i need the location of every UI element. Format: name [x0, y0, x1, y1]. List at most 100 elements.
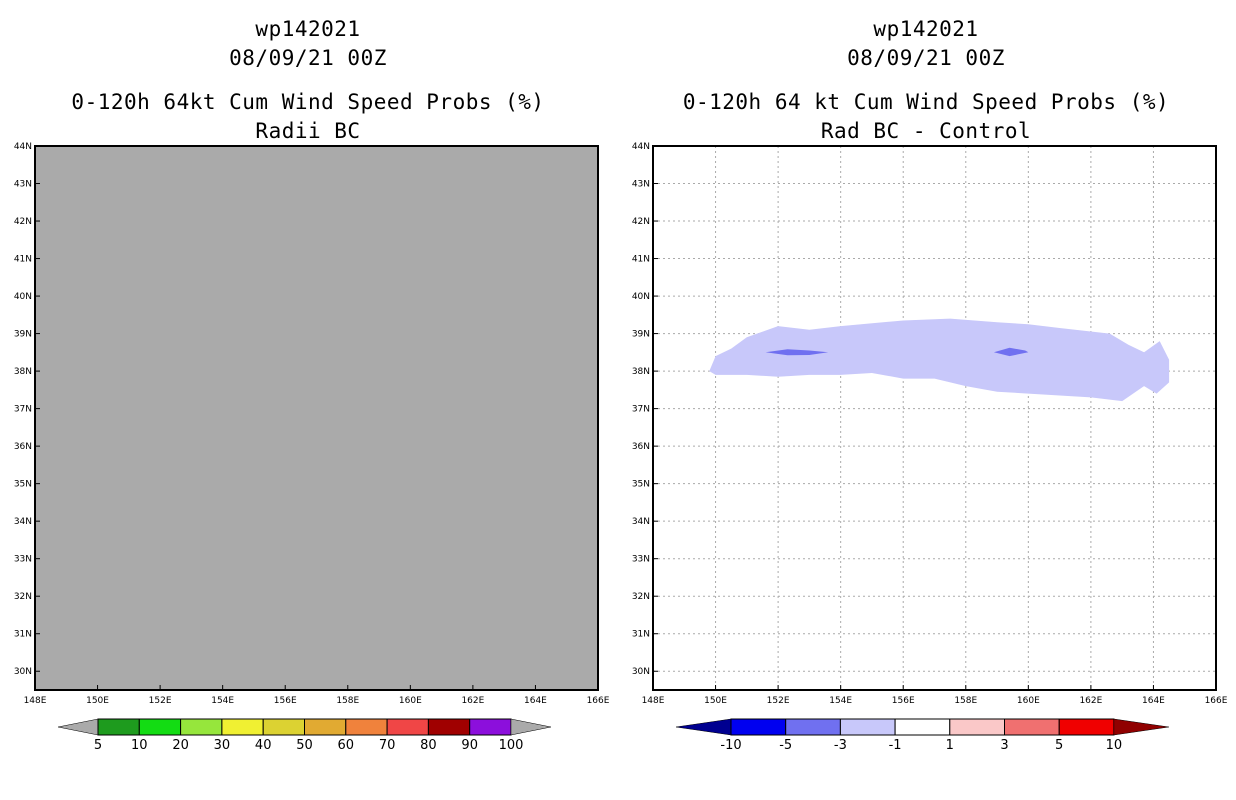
x-tick-label: 158E — [954, 696, 977, 706]
right-datetime: 08/09/21 00Z — [847, 46, 1005, 70]
colorbar-label: -3 — [834, 738, 847, 753]
y-tick-label: 32N — [632, 592, 650, 602]
colorbar-swatch — [730, 718, 787, 736]
colorbar-label: 60 — [338, 738, 355, 753]
colorbar-label: 1 — [946, 738, 954, 753]
y-tick-label: 39N — [632, 330, 650, 340]
right-title: 0-120h 64 kt Cum Wind Speed Probs (%) — [682, 90, 1170, 114]
colorbar-swatch — [949, 718, 1005, 736]
colorbar-arrow-high — [510, 718, 552, 736]
y-tick-label: 34N — [632, 517, 650, 527]
x-tick-label: 164E — [1142, 696, 1165, 706]
x-tick-label: 148E — [642, 696, 665, 706]
x-tick-label: 166E — [587, 696, 610, 706]
colorbar-swatch — [427, 718, 471, 736]
colorbar-label: 20 — [172, 738, 189, 753]
colorbar-swatch — [138, 718, 182, 736]
colorbar-swatch — [180, 718, 223, 736]
y-tick-label: 30N — [632, 667, 650, 677]
colorbar-arrow-low — [57, 718, 99, 736]
colorbar-label: 3 — [1000, 738, 1008, 753]
left-map-frame — [34, 145, 599, 691]
y-tick-label: 43N — [14, 180, 32, 190]
left-title: 0-120h 64kt Cum Wind Speed Probs (%) — [71, 90, 545, 114]
colorbar-swatch — [221, 718, 264, 736]
y-tick-label: 34N — [14, 517, 32, 527]
y-tick-label: 41N — [632, 255, 650, 265]
colorbar-swatch — [469, 718, 512, 736]
x-tick-label: 164E — [524, 696, 547, 706]
left-map-panel: 148E 150E 152E 154E 156E 158E 160E 162E 164E 166E… — [14, 142, 610, 706]
y-tick-label: 37N — [632, 405, 650, 415]
x-tick-label: 158E — [336, 696, 359, 706]
colorbar-label: 5 — [1055, 738, 1063, 753]
left-storm-id: wp142021 — [255, 17, 361, 41]
colorbar-swatch — [839, 718, 896, 736]
colorbar-swatch — [345, 718, 388, 736]
colorbar-swatch — [785, 718, 841, 736]
x-tick-label: 154E — [211, 696, 234, 706]
y-tick-label: 32N — [14, 592, 32, 602]
colorbar-label: 100 — [499, 738, 524, 753]
colorbar-label: 90 — [461, 738, 478, 753]
colorbar-label: -5 — [779, 738, 792, 753]
colorbar-swatch — [97, 718, 140, 736]
colorbar-swatch — [1058, 718, 1115, 736]
left-datetime: 08/09/21 00Z — [229, 46, 387, 70]
y-tick-label: 37N — [14, 405, 32, 415]
x-tick-label: 156E — [274, 696, 297, 706]
x-tick-label: 150E — [86, 696, 109, 706]
colorbar-arrow-high — [1113, 718, 1169, 736]
left-map-background — [35, 146, 598, 690]
colorbar-label: -10 — [720, 738, 741, 753]
y-tick-label: 39N — [14, 330, 32, 340]
right-map-panel: 148E 150E 152E 154E 156E 158E 160E 162E 164E 166E… — [632, 142, 1228, 706]
colorbar-swatch — [1004, 718, 1060, 736]
y-tick-label: 33N — [632, 555, 650, 565]
x-tick-label: 162E — [461, 696, 484, 706]
contour-region — [993, 347, 1029, 357]
y-tick-label: 43N — [632, 180, 650, 190]
colorbar-label: 5 — [94, 738, 102, 753]
y-tick-label: 30N — [14, 667, 32, 677]
y-tick-label: 40N — [14, 292, 32, 302]
x-tick-label: 150E — [704, 696, 727, 706]
y-tick-label: 35N — [14, 480, 32, 490]
colorbar-label: 10 — [1106, 738, 1123, 753]
y-tick-label: 44N — [14, 142, 32, 152]
x-tick-label: 148E — [24, 696, 47, 706]
colorbar-label: 80 — [420, 738, 437, 753]
left-colorbar: 5 10 20 30 40 50 60 70 80 90 100 — [57, 718, 552, 753]
y-tick-label: 35N — [632, 480, 650, 490]
left-subtitle: Radii BC — [255, 119, 361, 143]
right-subtitle: Rad BC - Control — [820, 119, 1032, 143]
colorbar-swatch — [386, 718, 429, 736]
x-tick-label: 156E — [892, 696, 915, 706]
colorbar-label: 30 — [214, 738, 231, 753]
x-tick-label: 154E — [829, 696, 852, 706]
colorbar-label: 40 — [255, 738, 272, 753]
y-tick-label: 33N — [14, 555, 32, 565]
colorbar-swatch — [894, 718, 951, 736]
right-colorbar: -10 -5 -3 -1 1 3 5 10 — [675, 718, 1169, 753]
y-tick-label: 36N — [632, 442, 650, 452]
right-storm-id: wp142021 — [873, 17, 979, 41]
colorbar-label: -1 — [889, 738, 902, 753]
contour-region — [709, 318, 1170, 402]
colorbar-label: 50 — [296, 738, 313, 753]
y-tick-label: 36N — [14, 442, 32, 452]
x-tick-label: 166E — [1205, 696, 1228, 706]
y-tick-label: 31N — [14, 630, 32, 640]
y-tick-label: 41N — [14, 255, 32, 265]
y-tick-label: 42N — [14, 217, 32, 227]
y-tick-label: 38N — [632, 367, 650, 377]
x-tick-label: 160E — [399, 696, 422, 706]
x-tick-label: 152E — [767, 696, 790, 706]
right-map-frame — [652, 145, 1217, 691]
colorbar-label: 10 — [131, 738, 148, 753]
colorbar-arrow-low — [675, 718, 732, 736]
y-tick-label: 42N — [632, 217, 650, 227]
contour-region — [765, 349, 829, 356]
x-tick-label: 162E — [1079, 696, 1102, 706]
